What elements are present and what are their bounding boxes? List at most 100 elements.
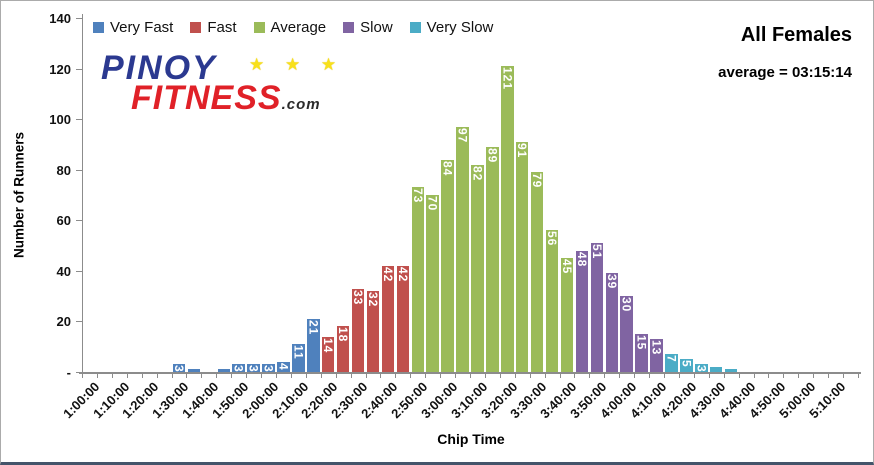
y-tick: [76, 18, 82, 19]
bar-value-label: 42: [381, 266, 395, 283]
x-tick: [693, 374, 695, 378]
x-tick: [455, 374, 457, 378]
legend-swatch-fast: [190, 22, 202, 33]
bar-4-25-00: 3: [695, 364, 708, 372]
x-tick: [111, 374, 113, 378]
bar-2-40-00: 42: [381, 265, 395, 372]
bar-value-label: 48: [575, 251, 589, 267]
legend: Very Fast Fast Average Slow Very Slow: [93, 19, 493, 36]
y-tick-label: 60: [56, 213, 71, 229]
y-tick-label: 100: [49, 112, 71, 128]
x-tick: [440, 374, 442, 378]
x-tick: [499, 374, 501, 378]
bar-2-20-00: 14: [321, 336, 335, 372]
y-tick: [76, 372, 82, 373]
bar-value-label: 42: [396, 266, 410, 283]
x-tick: [82, 374, 83, 378]
x-tick: [365, 374, 367, 378]
x-axis-title: Chip Time: [437, 431, 505, 447]
x-tick: [619, 374, 621, 378]
x-tick: [514, 374, 516, 378]
bar-2-25-00: 18: [336, 326, 350, 372]
x-tick: [126, 374, 128, 378]
x-tick: [171, 374, 173, 378]
y-axis-line: [82, 14, 83, 374]
x-tick: [380, 374, 382, 378]
x-tick: [201, 374, 203, 378]
logo-stars-icon: ★ ★ ★: [249, 55, 345, 74]
bar-value-label: 121: [501, 67, 514, 91]
bar-3-35-00: 56: [545, 230, 559, 372]
bar-value-label: 33: [351, 289, 365, 305]
x-tick: [574, 374, 576, 378]
bar-2-45-00: 42: [396, 265, 410, 372]
bar-value-label: 4: [277, 362, 290, 371]
bar-4-30-00: [709, 366, 723, 372]
x-tick: [290, 374, 292, 378]
y-tick: [76, 321, 82, 323]
x-tick: [529, 374, 531, 378]
bar-2-30-00: 33: [351, 288, 365, 372]
x-tick: [484, 374, 486, 378]
bar-4-05-00: 15: [635, 334, 648, 372]
x-tick: [589, 374, 591, 378]
bar-2-55-00: 70: [426, 195, 439, 372]
bar-2-10-00: 11: [292, 344, 305, 372]
x-tick: [231, 374, 233, 378]
legend-label-average: Average: [270, 19, 327, 36]
x-tick: [604, 374, 606, 378]
bar-value-label: 21: [307, 319, 320, 336]
bar-value-label: 39: [605, 274, 619, 290]
x-tick: [276, 374, 277, 378]
bar-value-label: 3: [262, 365, 275, 372]
legend-item-very-slow: Very Slow: [409, 19, 494, 36]
bar-2-15-00: 21: [307, 318, 320, 372]
bar-value-label: 30: [620, 297, 633, 313]
x-tick: [738, 374, 740, 378]
x-tick: [813, 374, 815, 378]
bar-value-label: 3: [695, 365, 708, 372]
bar-3-15-00: 89: [486, 146, 499, 372]
pinoy-fitness-logo: PINOY ★ ★ ★ FITNESS.com: [99, 49, 359, 115]
y-tick-label: 40: [56, 263, 71, 279]
x-tick: [753, 374, 755, 378]
x-tick: [410, 374, 412, 378]
bar-3-25-00: 91: [515, 141, 529, 372]
bar-3-45-00: 48: [575, 250, 589, 372]
x-tick: [96, 374, 98, 378]
logo-pinoy-text: PINOY: [101, 49, 217, 87]
x-tick: [798, 374, 800, 378]
bar-1-30-00: 3: [172, 364, 186, 372]
y-axis-title: Number of Runners: [11, 131, 27, 259]
legend-swatch-very-slow: [409, 22, 421, 33]
x-tick: [664, 374, 665, 378]
bar-value-label: 73: [411, 188, 425, 204]
bar-3-10-00: 82: [471, 164, 484, 372]
legend-label-very-slow: Very Slow: [426, 19, 494, 36]
legend-label-fast: Fast: [207, 19, 237, 36]
chart-title: All Females: [740, 24, 852, 46]
x-tick: [305, 374, 307, 378]
y-tick-label: 140: [49, 11, 71, 26]
bar-4-10-00: 13: [650, 339, 663, 372]
legend-swatch-average: [253, 22, 265, 33]
x-tick: [858, 374, 859, 378]
bar-value-label: 7: [665, 355, 678, 363]
y-tick-label: 20: [56, 314, 71, 330]
logo-dotcom-text: .com: [281, 96, 321, 113]
x-tick: [634, 374, 636, 378]
bar-value-label: 11: [292, 345, 305, 360]
bar-value-label: 14: [321, 337, 335, 353]
bar-value-label: 32: [366, 292, 380, 308]
y-tick: [76, 119, 82, 121]
x-tick: [783, 374, 785, 378]
x-tick: [708, 374, 710, 378]
y-tick: [76, 169, 82, 171]
legend-label-very-fast: Very Fast: [110, 19, 174, 36]
x-tick: [335, 374, 337, 378]
logo-fitness-text: FITNESS.com: [131, 81, 321, 115]
legend-item-fast: Fast: [190, 19, 237, 36]
bar-3-00-00: 84: [441, 159, 454, 372]
y-tick: [76, 68, 82, 70]
x-tick: [559, 374, 561, 378]
